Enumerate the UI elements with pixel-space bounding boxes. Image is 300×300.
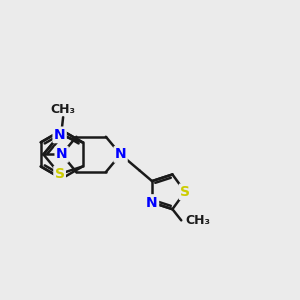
Text: CH₃: CH₃ [186,214,211,227]
Text: S: S [55,167,64,181]
Text: CH₃: CH₃ [51,103,76,116]
Text: N: N [115,147,126,161]
Text: N: N [54,128,65,142]
Text: N: N [56,147,68,161]
Text: N: N [146,196,158,209]
Text: S: S [180,185,190,199]
